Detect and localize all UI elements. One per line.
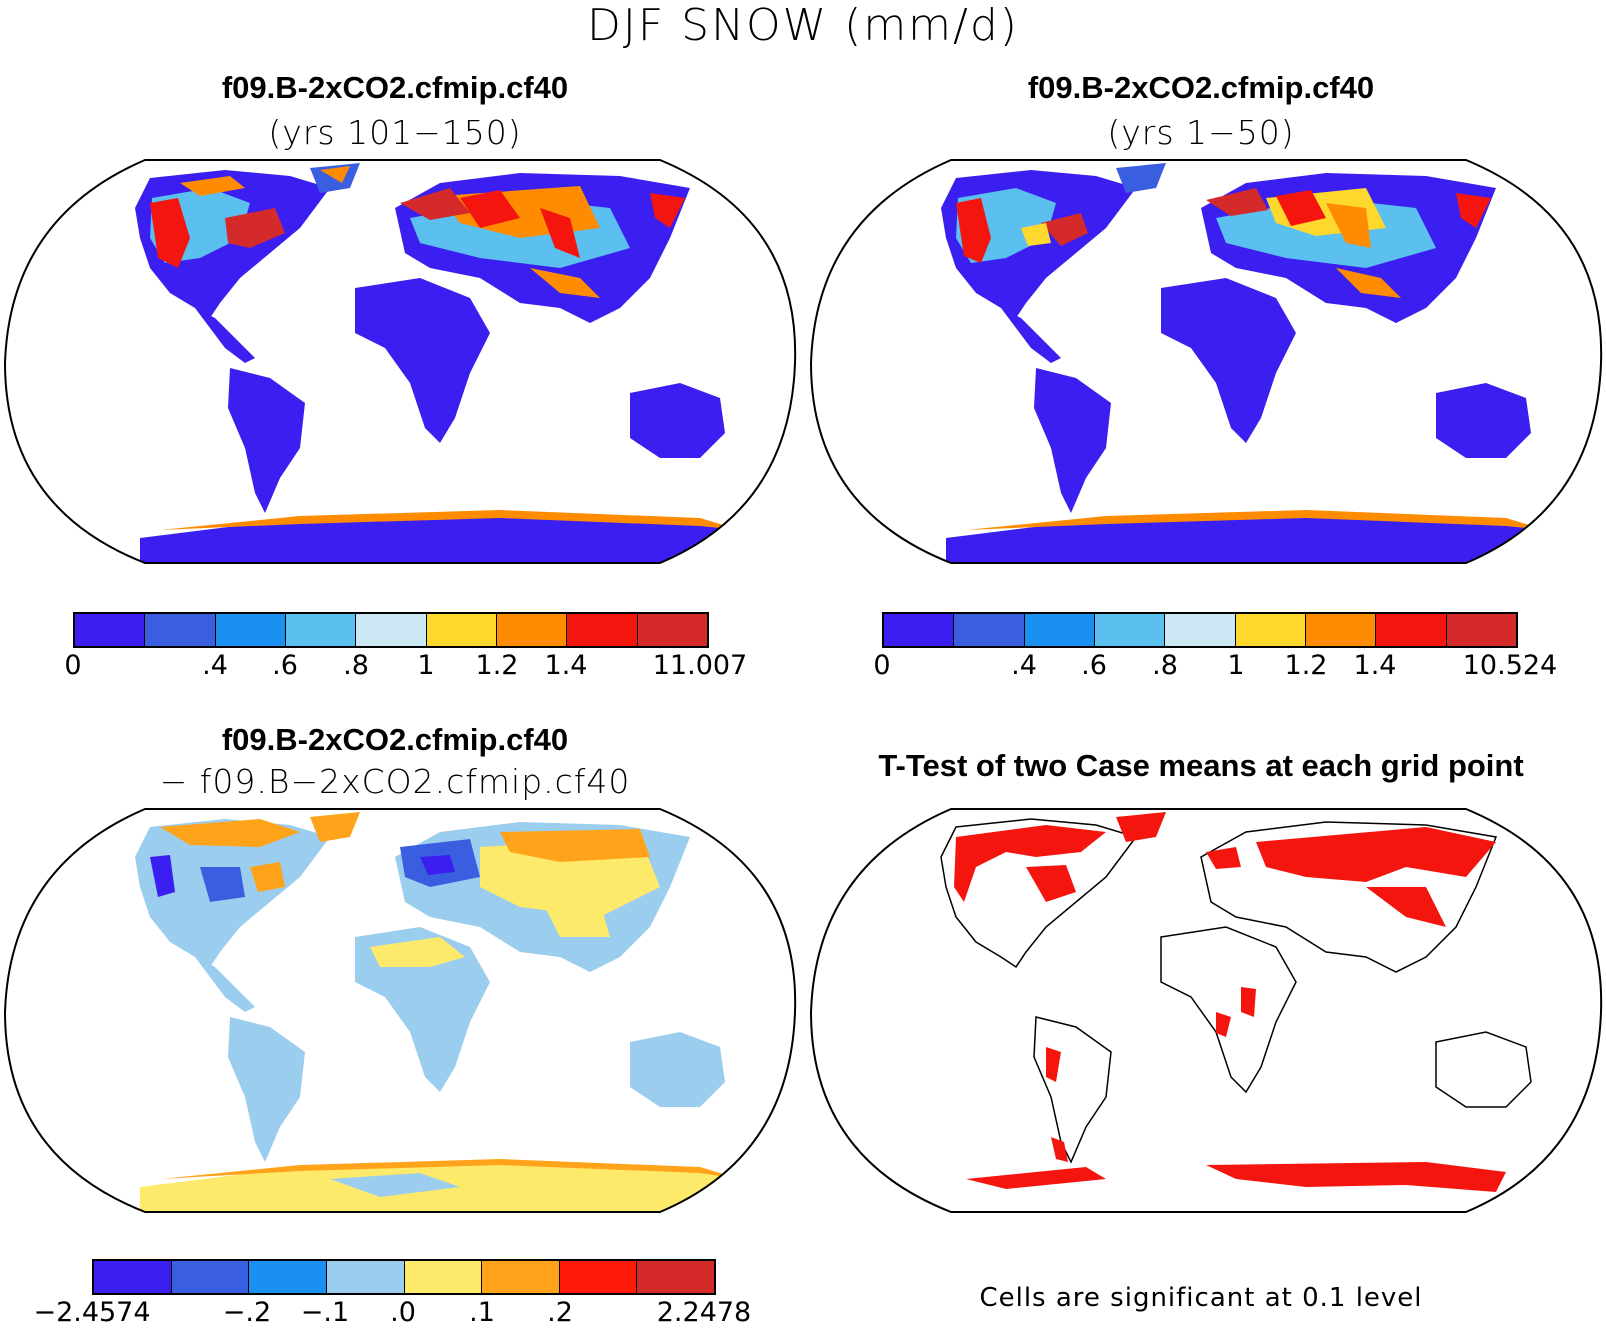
cb2-swatch-3 [1094, 614, 1166, 646]
cb3-swatch-1 [171, 1261, 250, 1293]
cb2-tick-label: 0 [873, 650, 891, 681]
cb3-tick-label: .2 [547, 1297, 573, 1328]
colorbar-panel1 [73, 612, 709, 648]
cb3-swatch-3 [326, 1261, 405, 1293]
cb3-swatch-5 [482, 1261, 560, 1293]
cb1-swatch-8 [637, 614, 707, 646]
cb1-swatch-5 [426, 614, 497, 646]
cb3-tick-label: .0 [390, 1297, 416, 1328]
cb1-tick-label: .8 [343, 650, 369, 681]
map-panel1 [3, 159, 797, 564]
south-america [228, 368, 305, 513]
cb2-swatch-6 [1305, 614, 1377, 646]
cb2-swatch-2 [1024, 614, 1095, 646]
colorbar-panel3 [92, 1259, 716, 1295]
cb1-swatch-4 [356, 614, 427, 646]
figure-title: DJF SNOW (mm/d) [587, 0, 1019, 51]
cb3-swatch-7 [637, 1261, 714, 1293]
cb2-swatch-8 [1446, 614, 1516, 646]
cb1-tick-label: 0 [64, 650, 82, 681]
cb2-tick-label: 10.524 [1462, 650, 1558, 681]
cb2-swatch-0 [884, 614, 955, 646]
cb2-swatch-5 [1235, 614, 1306, 646]
cb3-tick-label: −.1 [300, 1297, 350, 1328]
cb2-tick-label: 1 [1227, 650, 1245, 681]
cb1-tick-label: .6 [272, 650, 298, 681]
map-panel2 [809, 159, 1603, 564]
cb1-swatch-7 [567, 614, 638, 646]
cb1-tick-label: .4 [202, 650, 228, 681]
cb2-swatch-4 [1165, 614, 1236, 646]
panel1-years: (yrs 101−150) [268, 113, 522, 152]
cb1-swatch-1 [145, 614, 216, 646]
cb3-swatch-0 [94, 1261, 172, 1293]
cb1-swatch-2 [215, 614, 286, 646]
cb1-tick-label: 1 [417, 650, 435, 681]
antarctica [140, 513, 760, 563]
map-panel4 [809, 808, 1603, 1213]
cb1-swatch-6 [496, 614, 568, 646]
cb3-swatch-4 [404, 1261, 483, 1293]
cb2-tick-label: 1.2 [1284, 650, 1328, 681]
cb3-tick-label: 2.2478 [656, 1297, 752, 1328]
cb2-tick-label: .4 [1011, 650, 1037, 681]
cb2-tick-label: 1.4 [1353, 650, 1397, 681]
cb1-tick-label: 1.4 [544, 650, 588, 681]
panel1-case-title: f09.B-2xCO2.cfmip.cf40 [221, 70, 569, 105]
colorbar-panel2 [882, 612, 1518, 648]
cb3-swatch-6 [559, 1261, 638, 1293]
cb2-swatch-1 [954, 614, 1025, 646]
australia [630, 383, 725, 458]
cb3-tick-label: .1 [469, 1297, 495, 1328]
cb1-swatch-0 [75, 614, 146, 646]
panel4-title: T-Test of two Case means at each grid po… [878, 748, 1524, 783]
cb2-tick-label: .8 [1152, 650, 1178, 681]
panel3-minus-case: − f09.B−2xCO2.cfmip.cf40 [159, 762, 631, 801]
cb2-swatch-7 [1376, 614, 1447, 646]
panel2-case-title: f09.B-2xCO2.cfmip.cf40 [1027, 70, 1375, 105]
cb3-tick-label: −.2 [222, 1297, 272, 1328]
cb3-tick-label: −2.4574 [33, 1297, 151, 1328]
panel2-years: (yrs 1−50) [1107, 113, 1295, 152]
map-panel3 [3, 808, 797, 1213]
panel3-case-title: f09.B-2xCO2.cfmip.cf40 [221, 722, 569, 757]
cb1-tick-label: 11.007 [652, 650, 748, 681]
significance-note: Cells are significant at 0.1 level [979, 1283, 1423, 1313]
cb1-swatch-3 [285, 614, 357, 646]
africa [355, 278, 490, 443]
cb2-tick-label: .6 [1081, 650, 1107, 681]
cb1-tick-label: 1.2 [475, 650, 519, 681]
cb3-swatch-2 [249, 1261, 327, 1293]
